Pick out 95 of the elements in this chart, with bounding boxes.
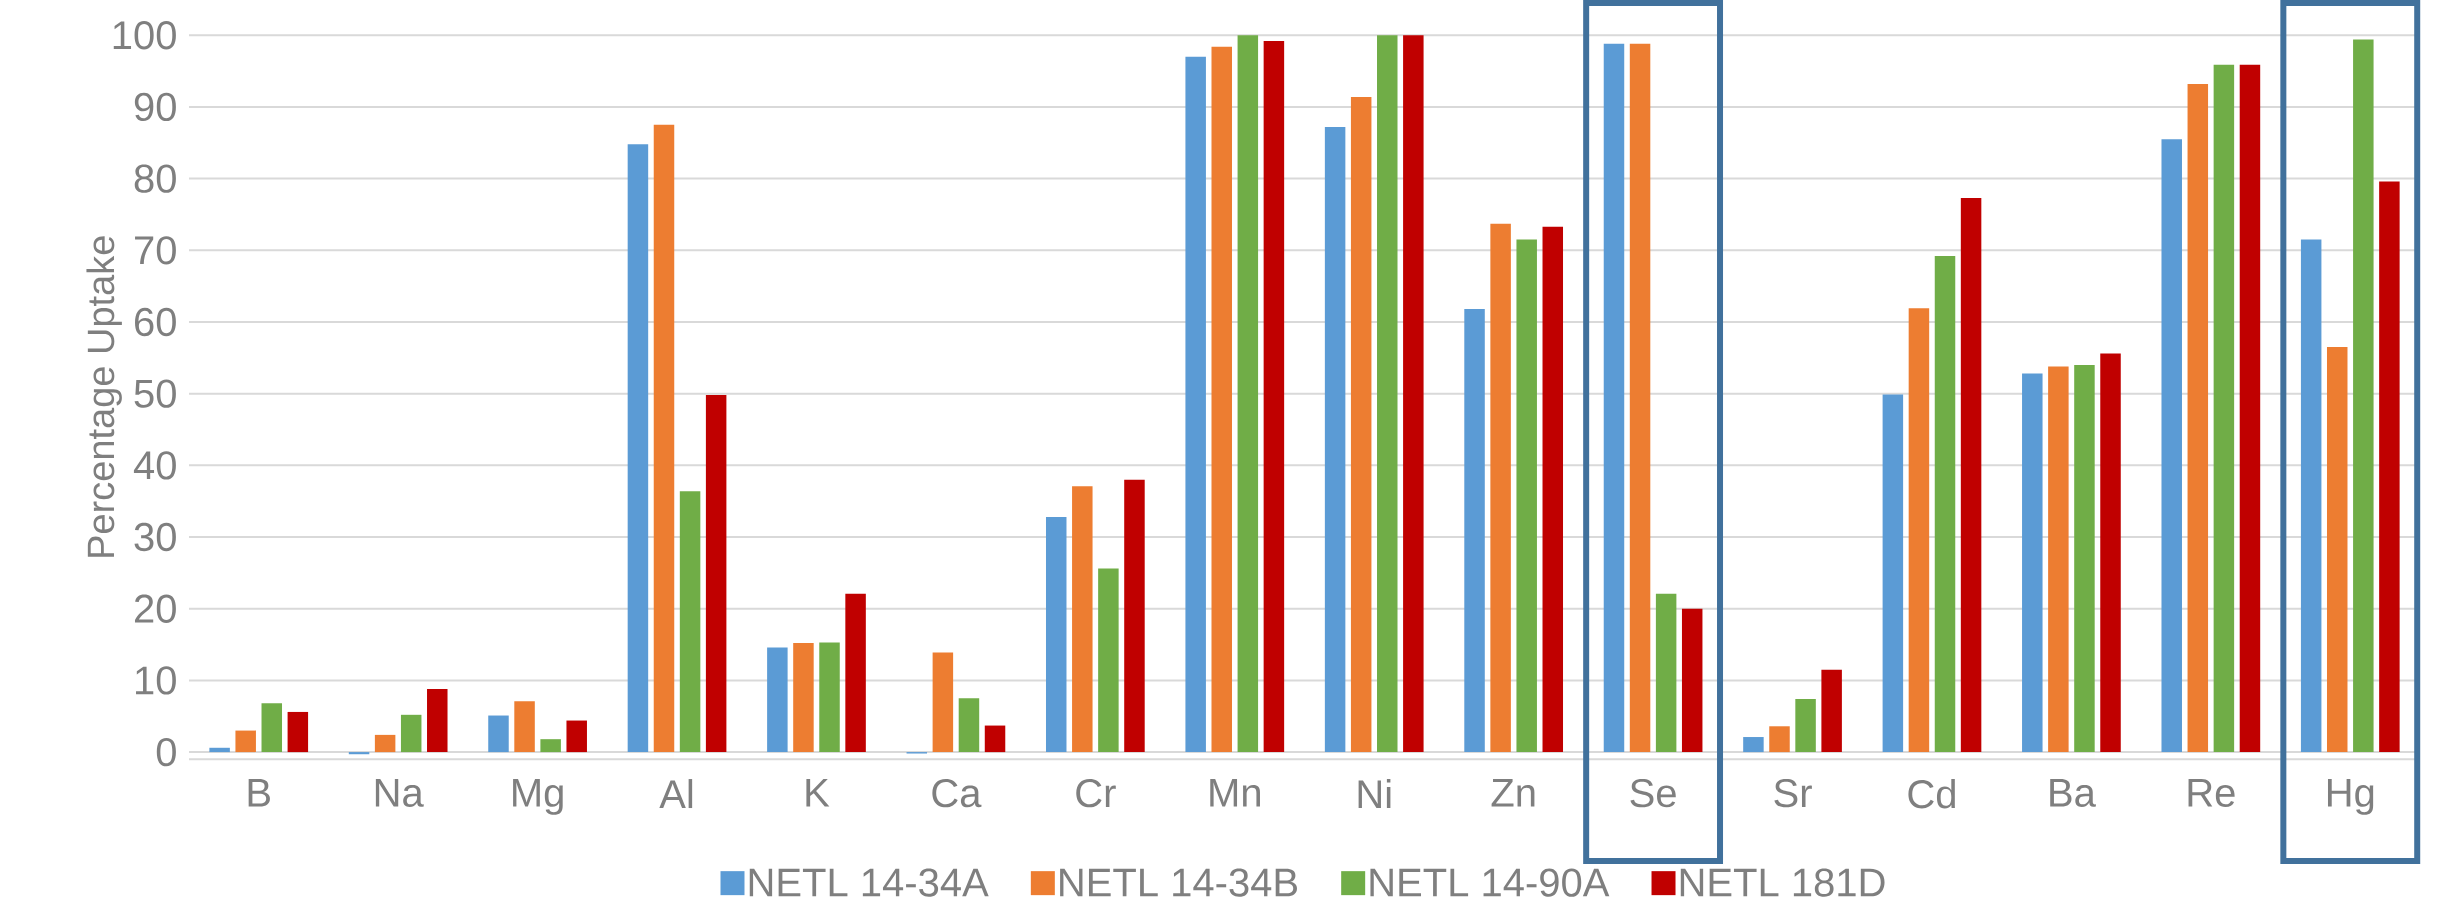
bar <box>374 734 396 752</box>
bar <box>540 739 561 752</box>
bar <box>1045 516 1067 752</box>
bar <box>819 642 840 752</box>
bar <box>705 394 727 752</box>
bar <box>2187 83 2209 752</box>
bar <box>2353 39 2374 752</box>
bar <box>2161 139 2182 752</box>
bar <box>1542 226 1564 752</box>
bar <box>793 643 814 752</box>
bar <box>627 144 649 752</box>
bar <box>1769 726 1790 752</box>
bar <box>2326 346 2348 752</box>
y-tick-label: 10 <box>136 666 176 695</box>
x-tick-label: Ba <box>2050 778 2096 807</box>
x-tick-label: Mg <box>513 778 563 815</box>
bar <box>348 751 370 755</box>
y-tick-label: 50 <box>134 379 176 408</box>
legend-label: NETL 181D <box>1680 868 1885 897</box>
bar <box>514 701 535 752</box>
bar <box>1603 43 1625 752</box>
y-tick-label: 70 <box>135 236 176 265</box>
bar <box>488 715 509 752</box>
bar <box>2074 364 2095 752</box>
bar <box>1629 43 1651 752</box>
bar <box>261 703 283 752</box>
y-tick-label: 20 <box>134 594 176 623</box>
bar <box>2300 239 2322 752</box>
y-tick-label: 60 <box>135 307 176 337</box>
bar <box>287 711 309 752</box>
bar <box>1350 96 1372 752</box>
bar <box>2379 181 2400 752</box>
bar <box>1516 239 1537 752</box>
bar <box>1743 736 1764 752</box>
bar <box>1072 486 1093 752</box>
x-tick-label: K <box>806 778 830 807</box>
bar <box>1124 479 1145 752</box>
legend-label: NETL 14-34B <box>1060 868 1297 897</box>
x-tick-label: Ni <box>1358 778 1391 808</box>
bar <box>2100 353 2121 752</box>
bar <box>2022 373 2043 752</box>
bar <box>400 714 422 752</box>
x-tick-label: Na <box>375 778 424 807</box>
x-tick-label: Hg <box>2327 778 2374 815</box>
bar <box>2239 64 2261 752</box>
bar <box>1185 56 1206 752</box>
bar <box>1882 394 1904 752</box>
bar <box>1324 126 1346 752</box>
x-tick-label: Se <box>1630 778 1676 808</box>
bar <box>1263 40 1285 752</box>
bar <box>2048 366 2069 752</box>
bar <box>1960 197 1982 752</box>
bar <box>1681 608 1703 752</box>
bar <box>427 688 448 752</box>
y-tick-label: 90 <box>134 92 176 121</box>
y-tick-label: 100 <box>113 20 176 50</box>
y-tick-label: 40 <box>133 451 176 480</box>
bar <box>845 593 866 752</box>
bar <box>209 747 230 752</box>
legend-label: NETL 14-34A <box>749 868 989 897</box>
bar <box>2213 64 2235 752</box>
bar <box>1934 255 1956 752</box>
x-tick-label: Zn <box>1491 778 1535 807</box>
y-tick-label: 30 <box>134 522 176 552</box>
y-tick-label: 0 <box>156 737 176 767</box>
x-tick-label: Ca <box>932 778 982 808</box>
bar <box>1098 568 1119 752</box>
bar <box>1821 669 1842 752</box>
x-tick-label: Sr <box>1774 778 1812 808</box>
bar <box>1403 35 1424 752</box>
y-tick-label: 80 <box>134 164 176 193</box>
bar <box>1237 35 1259 752</box>
bar <box>958 698 980 752</box>
x-tick-label: Al <box>659 778 693 808</box>
legend-label: NETL 14-90A <box>1370 868 1610 897</box>
bar <box>932 652 954 752</box>
bar <box>1908 308 1930 752</box>
bar <box>767 647 788 752</box>
bar <box>235 730 256 752</box>
x-tick-label: B <box>248 778 270 807</box>
x-tick-label: Cd <box>1908 778 1955 809</box>
bar <box>1655 593 1677 752</box>
bar <box>653 124 675 752</box>
x-tick-label: Cr <box>1076 778 1116 808</box>
bar <box>1211 46 1232 752</box>
bar <box>1464 308 1485 752</box>
y-axis-title: Percentage Uptake <box>86 236 122 557</box>
bar <box>1377 35 1398 752</box>
bar <box>566 720 587 752</box>
x-tick-label: Re <box>2188 778 2235 807</box>
bar <box>679 491 701 752</box>
bar <box>1795 698 1816 752</box>
x-tick-label: Mn <box>1210 778 1260 807</box>
bar <box>1490 223 1511 752</box>
bar <box>984 725 1006 752</box>
